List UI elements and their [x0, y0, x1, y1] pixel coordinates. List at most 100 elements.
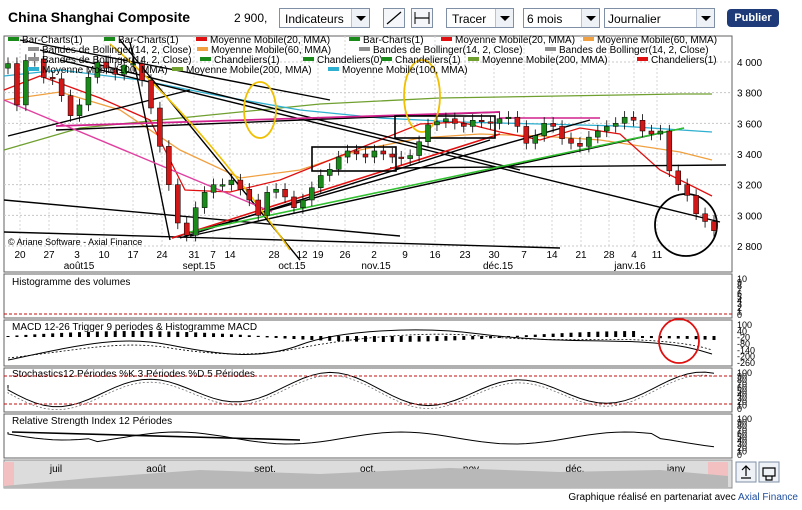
candle-body: [130, 63, 136, 66]
macd-bar: [533, 334, 537, 337]
legend-entry: Chandeliers(1): [651, 55, 717, 66]
pink-trend-line: [3, 99, 273, 213]
x-tick-label: 21: [575, 250, 587, 261]
draw-hline-button[interactable]: [411, 8, 433, 28]
period-select[interactable]: 6 mois: [523, 8, 600, 28]
stochastic-panel: [3, 367, 733, 413]
y-tick-label: 3 000: [737, 211, 762, 222]
y-tick-label: 3 800: [737, 89, 762, 100]
macd-bar: [587, 331, 591, 337]
macd-line: [7, 329, 713, 361]
candle-body: [469, 120, 476, 127]
macd-bar: [247, 335, 251, 337]
x-tick-label: 14: [224, 250, 236, 261]
candle-body: [219, 184, 226, 187]
copyright-label: © Ariane Software - Axial Finance: [8, 237, 142, 247]
macd-bar: [122, 331, 126, 337]
candle-body: [157, 107, 163, 147]
candle-body: [291, 196, 297, 208]
macd-bar: [435, 336, 439, 342]
macd-bar: [569, 332, 573, 337]
legend-swatch: [28, 57, 39, 61]
print-button[interactable]: [758, 461, 780, 483]
candle-body: [344, 150, 351, 158]
candle-body: [487, 121, 494, 124]
last-price: 2 900,: [234, 11, 268, 25]
macd-bar: [408, 336, 412, 342]
legend-swatch: [349, 37, 360, 41]
trend-line: [7, 89, 191, 137]
navigator-month: déc.: [566, 464, 585, 475]
stochastic-k-line: [7, 371, 715, 408]
printer-icon: [762, 467, 776, 481]
macd-bar: [685, 336, 689, 339]
candle-body: [532, 135, 539, 144]
legend-entry: Bar-Charts(1): [363, 35, 424, 46]
rsi-y-tick: 10: [737, 446, 747, 456]
candle-body: [309, 187, 315, 201]
x-tick-label: 24: [156, 250, 168, 261]
partner-link[interactable]: Axial Finance: [737, 492, 798, 503]
chevron-down-icon: [581, 9, 599, 27]
macd-bar: [515, 335, 519, 337]
legend-entry: Bar-Charts(1): [22, 35, 83, 46]
macd-bar: [212, 333, 216, 337]
y-tick-label: 4 000: [737, 58, 762, 69]
volume-y-tick: 6: [737, 288, 742, 298]
draw-dropdown[interactable]: Tracer: [446, 8, 514, 28]
macd-bar: [24, 334, 28, 337]
macd-title: MACD 12-26 Trigger 9 periodes & Histogra…: [12, 322, 257, 333]
macd-bar: [578, 332, 582, 337]
candle-body: [121, 64, 127, 75]
candle-body: [139, 63, 145, 81]
macd-bar: [203, 332, 207, 337]
frequency-select[interactable]: Journalier: [604, 8, 715, 28]
rsi-y-tick: 20: [737, 443, 747, 453]
candle-body: [49, 77, 56, 80]
x-month-label: août15: [64, 261, 95, 272]
candle-body: [76, 104, 83, 116]
macd-bar: [649, 336, 653, 339]
toolbar: China Shanghai Composite 2 900, Indicate…: [0, 0, 802, 36]
x-tick-label: 12: [296, 250, 308, 261]
macd-bar: [560, 333, 564, 337]
candle-body: [67, 95, 74, 116]
publish-button[interactable]: Publier: [727, 9, 779, 27]
macd-bar: [265, 336, 269, 338]
legend-swatch: [441, 37, 452, 41]
legend-entry: Bandes de Bollinger(14, 2, Close): [42, 55, 192, 66]
x-month-label: janv.16: [613, 261, 646, 272]
draw-line-button[interactable]: [383, 8, 405, 28]
channel-line: [189, 127, 685, 233]
macd-trigger-line: [7, 333, 713, 359]
macd-bar: [301, 336, 305, 340]
candle-body: [675, 170, 682, 185]
legend-entry: Chandeliers(1): [395, 55, 461, 66]
x-tick-label: 4: [631, 250, 637, 261]
navigator-month: août: [146, 464, 166, 475]
navigator-month: sept.: [254, 464, 276, 475]
trend-line: [3, 231, 561, 249]
candle-body: [228, 179, 235, 185]
navigator-handle[interactable]: [4, 462, 14, 486]
macd-bar: [363, 336, 367, 342]
trend-line: [119, 39, 301, 261]
candle-body: [273, 189, 279, 193]
x-tick-label: 7: [210, 250, 216, 261]
candle-body: [371, 150, 378, 158]
horizontal-line-icon: [414, 12, 430, 24]
legend-swatch: [303, 57, 314, 61]
indicators-dropdown[interactable]: Indicateurs: [279, 8, 370, 28]
candle-body: [246, 189, 253, 201]
trend-line-icon: [386, 11, 402, 25]
macd-bar: [658, 336, 662, 339]
candle-body: [595, 130, 601, 138]
macd-bar: [194, 332, 198, 337]
candle-body: [237, 179, 244, 190]
legend-swatch: [200, 57, 211, 61]
macd-bar: [453, 336, 457, 341]
candle-body: [711, 221, 717, 231]
candle-body: [612, 123, 619, 127]
macd-bar: [69, 332, 73, 337]
